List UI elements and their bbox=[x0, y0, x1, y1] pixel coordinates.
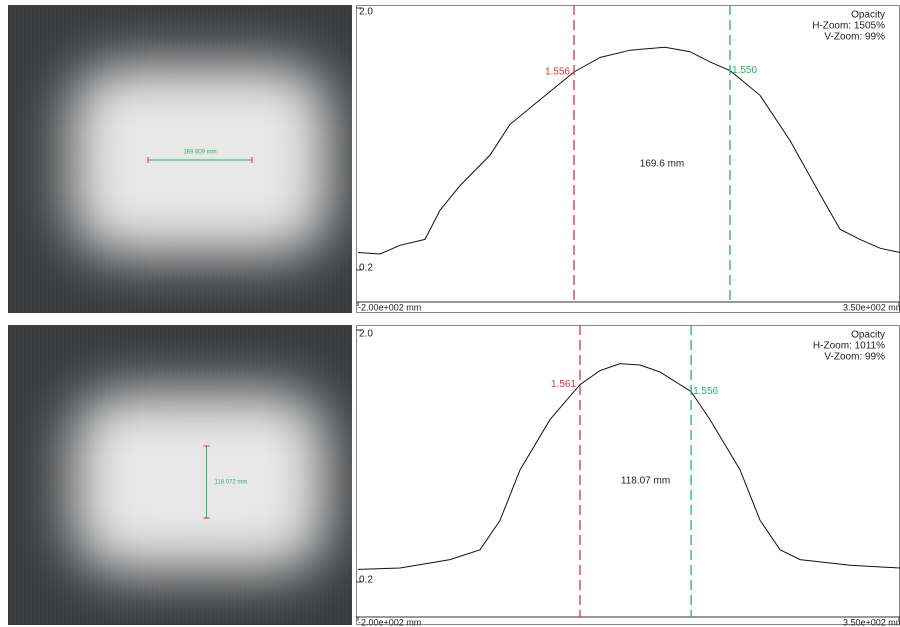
x-tick-label: 3.50e+002 mm bbox=[843, 302, 900, 312]
plot-title: Opacity bbox=[851, 330, 885, 341]
y-tick-label: 2.0 bbox=[359, 329, 373, 340]
plot-title: Opacity bbox=[851, 10, 885, 21]
h-zoom: H-Zoom: 1505% bbox=[812, 21, 885, 32]
marker-label: 1.550 bbox=[732, 65, 757, 76]
profile-line bbox=[357, 363, 900, 570]
width-label: 169.6 mm bbox=[640, 159, 684, 170]
x-tick-label: 3.50e+002 mm bbox=[843, 617, 900, 627]
x-tick-label: -2.00e+002 mm bbox=[358, 302, 421, 312]
measure-label: 118.072 mm bbox=[215, 480, 248, 486]
image-glow bbox=[72, 392, 327, 572]
width-label: 118.07 mm bbox=[621, 476, 670, 487]
y-tick-label: 0.2 bbox=[359, 263, 373, 274]
measure-label: 169.609 mm bbox=[183, 150, 216, 156]
v-zoom: V-Zoom: 99% bbox=[824, 352, 885, 363]
v-zoom: V-Zoom: 99% bbox=[824, 32, 885, 43]
y-tick-label: 2.0 bbox=[359, 7, 373, 18]
profile-line bbox=[357, 46, 900, 255]
marker-label: 1.556 bbox=[693, 386, 718, 397]
plot-frame bbox=[356, 5, 900, 313]
x-tick-label: -2.00e+002 mm bbox=[358, 617, 421, 627]
h-zoom: H-Zoom: 1011% bbox=[813, 341, 885, 352]
y-tick-label: 0.2 bbox=[359, 575, 373, 586]
marker-label: 1.556 bbox=[545, 67, 570, 78]
marker-label: 1.561 bbox=[551, 379, 576, 390]
